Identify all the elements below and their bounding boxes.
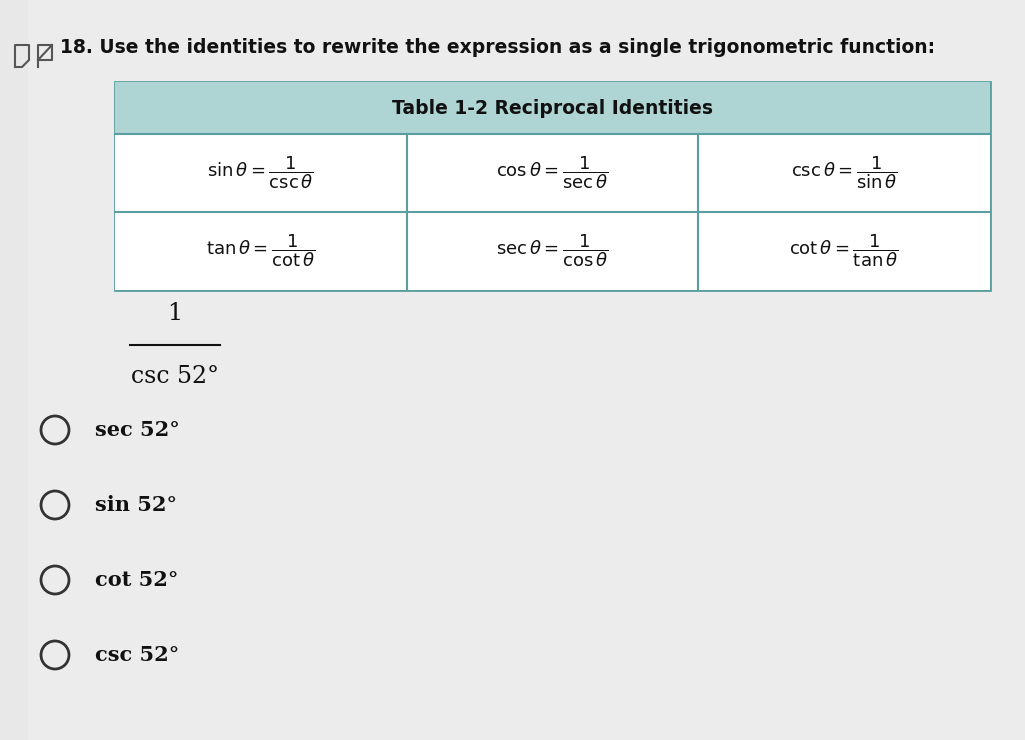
FancyBboxPatch shape <box>115 212 990 290</box>
Text: $\cos\theta = \dfrac{1}{\sec\theta}$: $\cos\theta = \dfrac{1}{\sec\theta}$ <box>496 155 609 192</box>
Text: $\sin\theta = \dfrac{1}{\csc\theta}$: $\sin\theta = \dfrac{1}{\csc\theta}$ <box>207 155 315 192</box>
Text: 1: 1 <box>167 302 182 325</box>
Text: sec 52°: sec 52° <box>95 420 179 440</box>
FancyBboxPatch shape <box>115 82 990 134</box>
FancyBboxPatch shape <box>28 0 1025 740</box>
Text: sin 52°: sin 52° <box>95 495 177 515</box>
Text: 18. Use the identities to rewrite the expression as a single trigonometric funct: 18. Use the identities to rewrite the ex… <box>60 38 935 57</box>
Text: $\sec\theta = \dfrac{1}{\cos\theta}$: $\sec\theta = \dfrac{1}{\cos\theta}$ <box>496 232 609 269</box>
Text: csc 52°: csc 52° <box>131 365 219 388</box>
Text: csc 52°: csc 52° <box>95 645 179 665</box>
Text: $\cot\theta = \dfrac{1}{\tan\theta}$: $\cot\theta = \dfrac{1}{\tan\theta}$ <box>789 232 899 269</box>
FancyBboxPatch shape <box>115 134 990 212</box>
Text: $\csc\theta = \dfrac{1}{\sin\theta}$: $\csc\theta = \dfrac{1}{\sin\theta}$ <box>790 155 898 192</box>
Text: $\tan\theta = \dfrac{1}{\cot\theta}$: $\tan\theta = \dfrac{1}{\cot\theta}$ <box>206 232 316 269</box>
Text: Table 1-2 Reciprocal Identities: Table 1-2 Reciprocal Identities <box>392 98 713 118</box>
FancyBboxPatch shape <box>115 82 990 290</box>
Text: cot 52°: cot 52° <box>95 570 178 590</box>
